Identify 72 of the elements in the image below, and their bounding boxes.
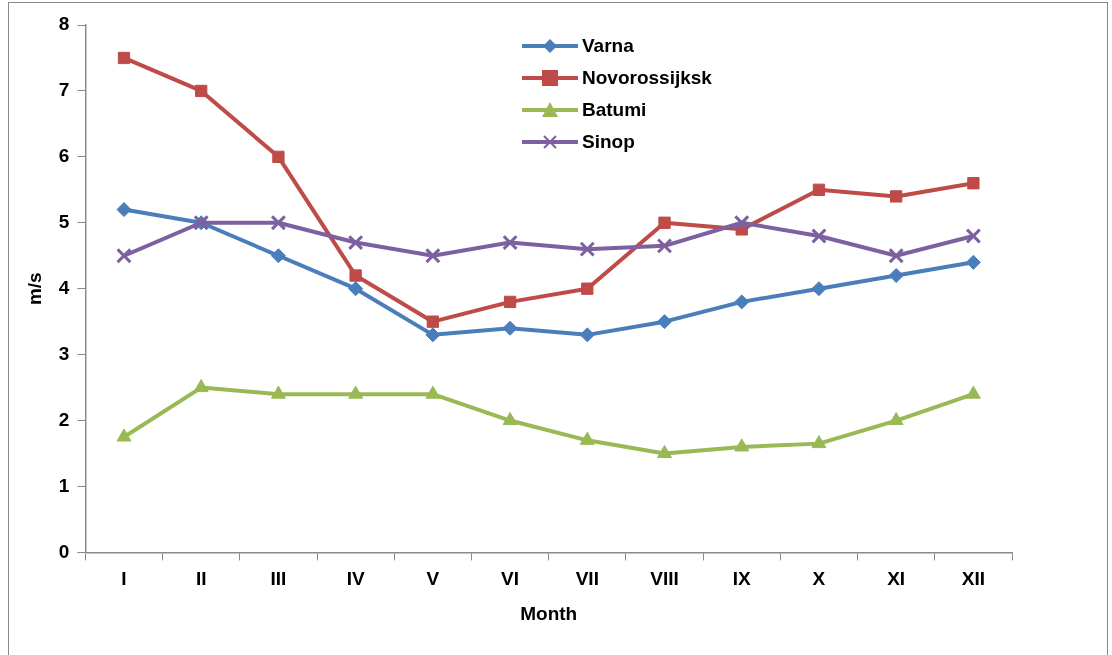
x-tick-label: X [812,568,826,590]
point [502,234,518,251]
y-tick-label: 5 [58,211,70,233]
y-tick-label: 4 [58,276,70,298]
legend-label: Sinop [582,131,635,153]
x-tick-label: XII [961,568,986,590]
x-tick-label: I [121,568,127,590]
y-tick-label: 3 [58,342,70,364]
point [811,281,827,297]
x-axis-title: Month [520,602,578,624]
point [193,379,209,393]
y-axis-title: m/s [23,272,45,306]
point [425,385,441,399]
point [733,214,750,231]
x-tick-label: III [270,568,287,590]
point [965,228,982,244]
x-tick-label: IX [732,568,752,590]
point [811,435,827,449]
point [579,327,595,343]
point [888,247,905,264]
point [656,237,673,254]
y-tick-label: 2 [58,408,70,430]
legend-label: Batumi [582,99,647,121]
point [270,214,287,231]
y-tick-label: 6 [58,145,70,167]
x-tick-label: IV [346,568,365,590]
point [116,428,132,442]
legend-label: Varna [582,35,634,57]
point [967,177,980,190]
x-tick-label: VIII [650,568,679,590]
point [270,248,286,264]
y-tick-label: 1 [58,474,70,496]
y-tick-label: 7 [58,79,70,101]
point [116,247,132,264]
point [658,216,671,229]
point [890,190,903,203]
point [965,254,981,270]
point [579,431,595,445]
point [812,183,826,196]
point [888,412,904,426]
point [965,385,981,399]
point [117,51,131,65]
x-tick-label: II [195,568,207,590]
point [426,315,440,328]
point [502,412,518,426]
point [272,150,285,164]
point [502,320,518,336]
point [195,84,208,98]
point [425,327,441,343]
legend-label: Novorossijksk [582,67,712,89]
point [503,295,517,309]
point [811,228,827,244]
point [581,282,594,295]
y-tick-label: 8 [58,13,70,35]
point [348,385,364,399]
point [888,268,904,284]
point [734,294,750,310]
point [347,234,364,251]
point [348,281,364,297]
x-tick-label: VII [575,568,599,590]
point [270,385,286,399]
x-tick-label: XI [887,568,906,590]
point [579,241,596,258]
point [116,202,132,218]
point [349,269,362,282]
y-tick-label: 0 [58,540,70,562]
x-tick-label: VI [501,568,520,590]
point [657,445,672,459]
point [424,247,441,264]
point [657,314,673,330]
point [734,438,750,452]
x-tick-label: V [426,568,440,590]
